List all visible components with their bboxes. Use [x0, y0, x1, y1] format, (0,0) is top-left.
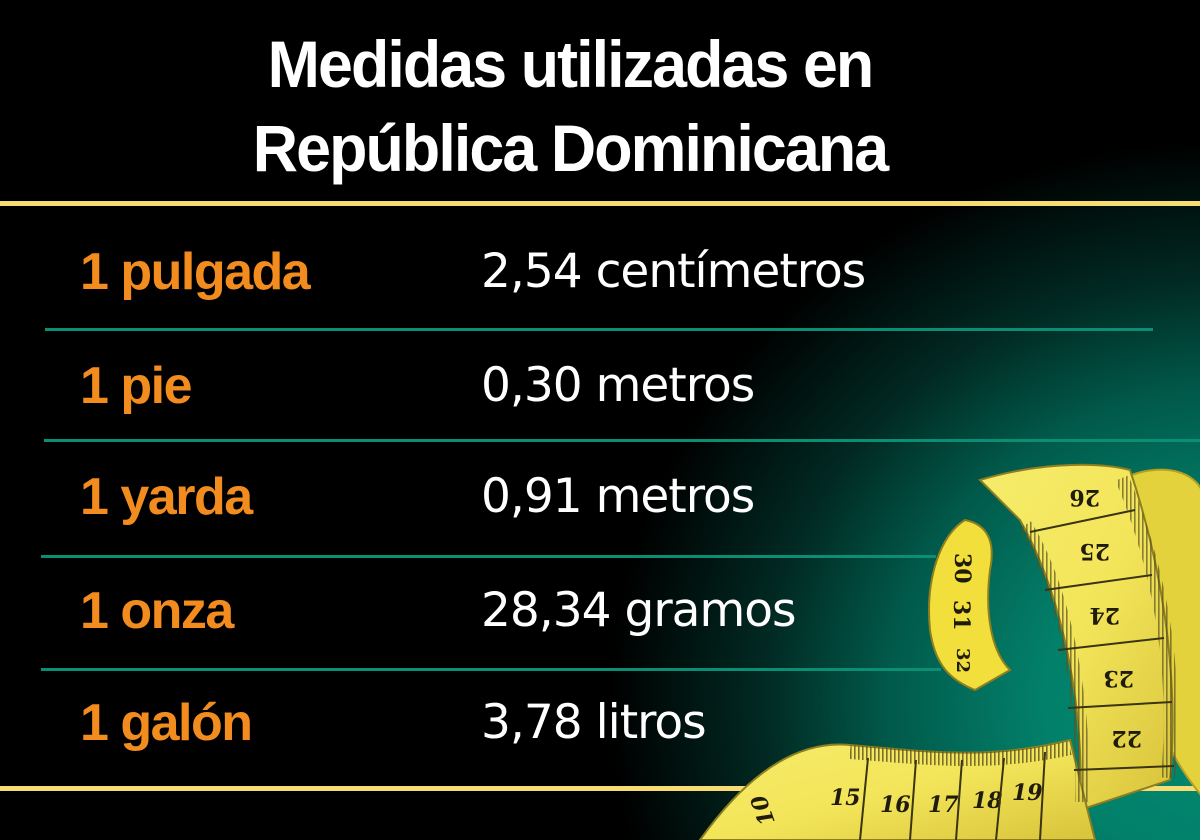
unit-value: 2,54 centímetros [481, 244, 866, 299]
tape-number: 31 [948, 600, 974, 631]
tape-number: 18 [972, 788, 1003, 814]
row-divider [41, 555, 936, 558]
unit-label: 1 onza [80, 582, 234, 640]
tape-number: 25 [1079, 538, 1110, 564]
unit-value: 0,91 metros [481, 469, 755, 524]
unit-value: 3,78 litros [481, 695, 707, 750]
tape-number: 30 [949, 553, 975, 584]
tape-number: 19 [1012, 780, 1043, 806]
tape-number: 22 [1111, 725, 1142, 751]
unit-value: 28,34 gramos [481, 583, 796, 638]
top-accent-line [0, 201, 1200, 206]
tape-number: 15 [830, 785, 861, 811]
tape-number: 24 [1089, 602, 1120, 628]
unit-label: 1 pulgada [80, 243, 311, 301]
title-line-2: República Dominicana [252, 111, 889, 185]
unit-label: 1 galón [80, 694, 253, 752]
tape-number: 32 [952, 648, 973, 673]
tape-number: 23 [1103, 665, 1134, 691]
page-title: Medidas utilizadas en República Dominica… [29, 22, 1112, 190]
unit-label: 1 yarda [80, 468, 253, 526]
unit-value: 0,30 metros [481, 358, 755, 413]
tape-number: 17 [928, 792, 959, 818]
unit-label: 1 pie [80, 357, 193, 415]
row-divider [41, 668, 941, 671]
title-line-1: Medidas utilizadas en [267, 27, 875, 101]
bottom-accent-line [0, 786, 1200, 791]
tape-number: 26 [1069, 484, 1100, 510]
tape-number: 16 [880, 792, 911, 818]
row-divider [44, 439, 1200, 442]
row-divider [45, 328, 1153, 331]
measuring-tape-icon: 26 25 24 23 22 30 31 32 15 16 17 18 19 1… [698, 463, 1200, 840]
